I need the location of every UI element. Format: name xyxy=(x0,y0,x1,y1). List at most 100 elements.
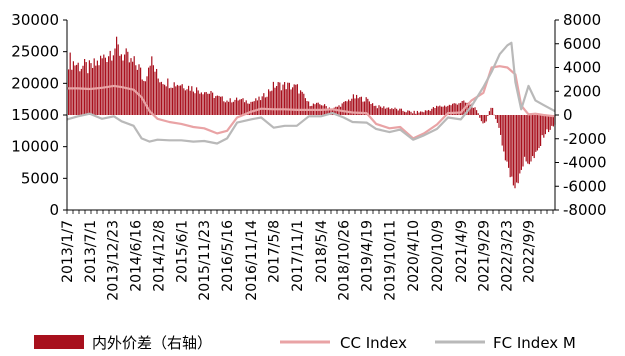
spread-bar xyxy=(536,115,538,151)
right-tick-label: -8000 xyxy=(563,201,607,219)
spread-bar xyxy=(400,108,402,115)
spread-bar xyxy=(461,101,463,115)
spread-bar xyxy=(485,115,487,122)
spread-bar xyxy=(228,101,230,115)
spread-bar xyxy=(247,103,249,115)
spread-bar xyxy=(300,90,302,115)
x-tick-label: 2021/4/9 xyxy=(454,220,470,283)
x-tick-label: 2022/9/9 xyxy=(522,220,538,283)
spread-bar xyxy=(370,104,372,115)
spread-bar xyxy=(360,96,362,115)
spread-bar xyxy=(108,56,110,115)
spread-bar xyxy=(522,115,524,167)
spread-bar xyxy=(434,108,436,115)
left-tick-label: 5000 xyxy=(21,169,59,187)
spread-bar xyxy=(130,58,132,115)
x-tick-label: 2018/10/26 xyxy=(337,220,353,301)
spread-bar xyxy=(285,89,287,115)
spread-bar xyxy=(391,108,393,115)
spread-bar xyxy=(482,115,484,124)
spread-bar xyxy=(445,106,447,115)
spread-bar xyxy=(512,115,514,186)
spread-bar xyxy=(157,78,159,115)
spread-bar xyxy=(274,87,276,115)
spread-bar xyxy=(298,93,300,115)
spread-bar xyxy=(301,91,303,115)
spread-bar xyxy=(260,100,262,115)
spread-bar xyxy=(234,99,236,115)
legend-swatch-bar xyxy=(34,335,84,349)
legend-label: CC Index xyxy=(340,334,407,352)
spread-bar xyxy=(344,101,346,115)
spread-bar xyxy=(76,64,78,115)
spread-bar xyxy=(280,90,282,115)
spread-bar xyxy=(408,110,410,115)
right-tick-label: 0 xyxy=(563,106,573,124)
spread-bar xyxy=(199,93,201,115)
spread-bar xyxy=(140,67,142,115)
spread-bar xyxy=(252,101,254,115)
spread-bar xyxy=(460,102,462,115)
spread-bar xyxy=(517,115,519,184)
spread-bar xyxy=(477,113,479,115)
spread-bar xyxy=(133,56,135,115)
spread-bar xyxy=(304,98,306,115)
spread-bar xyxy=(407,110,409,115)
left-tick-label: 15000 xyxy=(11,106,59,124)
spread-bar xyxy=(368,101,370,115)
spread-bar xyxy=(173,82,175,115)
spread-bar xyxy=(546,115,548,130)
spread-bar xyxy=(540,115,542,146)
spread-bar xyxy=(69,52,71,115)
spread-bar xyxy=(159,82,161,115)
spread-bar xyxy=(194,93,196,115)
spread-bar xyxy=(447,105,449,115)
spread-bar xyxy=(500,115,502,135)
spread-bar xyxy=(376,108,378,115)
legend-label: FC Index M xyxy=(493,334,576,352)
spread-bar xyxy=(98,65,100,115)
spread-bar xyxy=(498,115,500,128)
spread-bar xyxy=(292,87,294,115)
spread-bar xyxy=(362,101,364,115)
spread-bar xyxy=(472,107,474,115)
spread-bar xyxy=(421,111,423,115)
spread-bar xyxy=(549,115,551,130)
spread-bar xyxy=(197,90,199,115)
spread-bar xyxy=(151,56,153,115)
spread-bar xyxy=(378,105,380,115)
spread-bar xyxy=(269,91,271,115)
spread-bar xyxy=(424,110,426,115)
spread-bar xyxy=(373,105,375,115)
x-tick-label: 2013/7/1 xyxy=(83,220,99,283)
spread-bar xyxy=(380,106,382,115)
x-tick-label: 2015/6/1 xyxy=(174,220,190,283)
spread-bar xyxy=(242,98,244,115)
spread-bar xyxy=(156,68,158,115)
spread-bar xyxy=(508,115,510,168)
x-tick-label: 2013/12/23 xyxy=(106,220,122,301)
spread-bar xyxy=(116,36,118,115)
spread-bar xyxy=(528,115,530,165)
spread-bar xyxy=(543,115,545,138)
spread-bar xyxy=(413,110,415,115)
spread-bar xyxy=(186,89,188,115)
spread-bar xyxy=(428,109,430,115)
spread-bar xyxy=(458,103,460,115)
spread-bar xyxy=(423,112,425,115)
axes: 050001000015000200002500030000-8000-6000… xyxy=(11,11,606,301)
x-tick-label: 2020/10/9 xyxy=(430,220,446,292)
spread-bar xyxy=(432,107,434,115)
spread-bar xyxy=(471,103,473,115)
spread-bar xyxy=(192,91,194,115)
spread-bar xyxy=(303,93,305,115)
x-tick-label: 2022/3/23 xyxy=(499,220,515,292)
spread-bar xyxy=(175,86,177,115)
spread-bar xyxy=(541,115,543,136)
spread-bar xyxy=(180,85,182,115)
spread-bar xyxy=(511,115,513,177)
spread-bar xyxy=(103,54,105,115)
spread-bar xyxy=(352,94,354,115)
spread-bar xyxy=(84,58,86,115)
spread-bar xyxy=(144,81,146,115)
